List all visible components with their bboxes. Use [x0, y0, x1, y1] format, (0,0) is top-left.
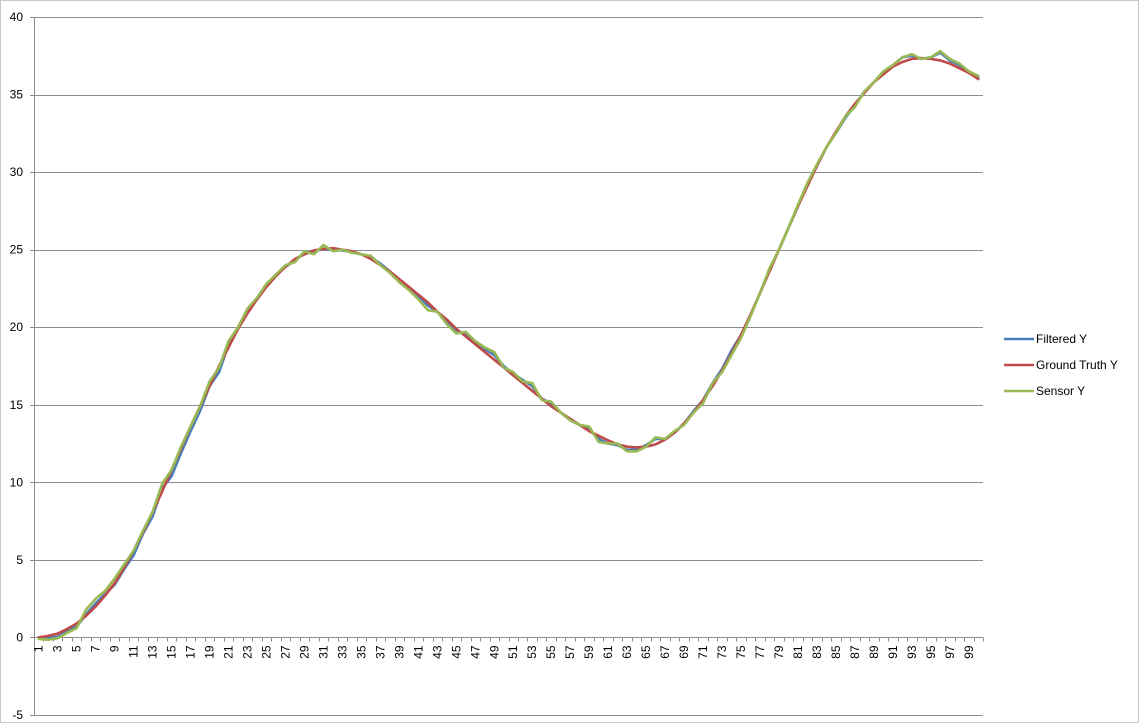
x-tick-label: 71 — [696, 645, 710, 659]
x-tick-label: 89 — [867, 645, 881, 659]
legend-entry-ground-truth-y: Ground Truth Y — [1004, 358, 1118, 372]
axes — [30, 17, 984, 716]
x-tick-label: 29 — [297, 645, 311, 659]
x-tick-label: 11 — [127, 645, 141, 658]
x-tick-label: 23 — [241, 645, 255, 659]
x-tick-label: 31 — [316, 645, 330, 659]
gridlines — [34, 17, 983, 716]
y-tick-label: 25 — [10, 243, 24, 257]
x-tick-label: 17 — [184, 645, 198, 659]
series-line-ground-truth-y — [37, 56, 980, 639]
y-tick-label: 15 — [10, 398, 24, 412]
legend: Filtered Y Ground Truth Y Sensor Y — [1004, 332, 1118, 398]
x-tick-label: 79 — [772, 645, 786, 659]
legend-label: Sensor Y — [1036, 384, 1085, 398]
x-tick-label: 87 — [848, 645, 862, 659]
x-tick-label: 5 — [70, 645, 84, 652]
legend-entry-filtered-y: Filtered Y — [1004, 332, 1087, 346]
x-tick-label: 39 — [392, 645, 406, 659]
x-tick-label: 7 — [89, 645, 103, 652]
x-tick-label: 19 — [203, 645, 217, 659]
y-tick-label: 30 — [10, 165, 24, 179]
x-tick-label: 97 — [943, 645, 957, 659]
x-tick-label: 81 — [791, 645, 805, 659]
x-tick-label: 37 — [373, 645, 387, 659]
x-tick-label: 15 — [165, 645, 179, 659]
x-tick-label: 47 — [468, 645, 482, 659]
series-line-filtered-y — [37, 51, 980, 640]
x-tick-label: 53 — [525, 645, 539, 659]
x-tick-label: 45 — [449, 645, 463, 659]
y-axis-tick-labels: -5 0 5 10 15 20 25 30 35 40 — [10, 10, 24, 722]
x-tick-label: 51 — [506, 645, 520, 659]
x-tick-label: 75 — [734, 645, 748, 659]
y-tick-label: 40 — [10, 10, 24, 24]
x-tick-label: 13 — [146, 645, 160, 659]
x-tick-label: 3 — [51, 645, 65, 652]
x-tick-label: 77 — [753, 645, 767, 659]
y-tick-label: 0 — [16, 630, 23, 644]
legend-entry-sensor-y: Sensor Y — [1004, 384, 1085, 398]
x-axis-tick-labels: 1 3 5 7 9 11 13 15 17 19 21 23 25 27 29 31 33 35 37 39 41 43 4… — [32, 645, 976, 659]
x-tick-label: 69 — [677, 645, 691, 659]
x-tick-label: 59 — [582, 645, 596, 659]
x-tick-label: 41 — [411, 645, 425, 659]
x-tick-label: 67 — [658, 645, 672, 659]
series-line-sensor-y — [37, 49, 980, 642]
legend-label: Ground Truth Y — [1036, 358, 1118, 372]
y-tick-label: 5 — [16, 553, 23, 567]
x-tick-label: 35 — [354, 645, 368, 659]
x-tick-label: 27 — [278, 645, 292, 659]
x-tick-label: 61 — [601, 645, 615, 659]
x-tick-label: 1 — [32, 645, 46, 652]
x-tick-label: 73 — [715, 645, 729, 659]
y-tick-label: 10 — [10, 475, 24, 489]
x-tick-label: 25 — [260, 645, 274, 659]
data-series — [37, 49, 980, 642]
y-tick-label: 35 — [10, 88, 24, 102]
x-tick-label: 57 — [563, 645, 577, 659]
y-tick-label: -5 — [12, 708, 23, 722]
x-tick-label: 49 — [487, 645, 501, 659]
x-tick-label: 93 — [905, 645, 919, 659]
x-tick-label: 83 — [810, 645, 824, 659]
x-tick-label: 43 — [430, 645, 444, 659]
x-tick-label: 55 — [544, 645, 558, 659]
y-tick-label: 20 — [10, 320, 24, 334]
x-tick-label: 65 — [639, 645, 653, 659]
x-tick-label: 9 — [108, 645, 122, 652]
x-tick-label: 99 — [962, 645, 976, 659]
x-tick-label: 91 — [886, 645, 900, 659]
x-tick-label: 95 — [924, 645, 938, 659]
x-tick-label: 85 — [829, 645, 843, 659]
x-tick-label: 21 — [222, 645, 236, 659]
x-tick-label: 33 — [335, 645, 349, 659]
legend-label: Filtered Y — [1036, 332, 1087, 346]
x-tick-label: 63 — [620, 645, 634, 659]
